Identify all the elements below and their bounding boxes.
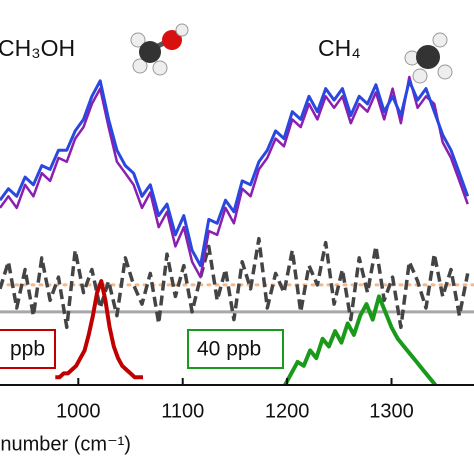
methanol-molecule [130,23,189,76]
x-tick-label: 1100 [161,400,204,422]
annotation: ppb [10,338,45,361]
annotation: 40 ppb [197,338,261,361]
series-line [0,79,470,268]
annotation: CH₃OH [0,35,75,61]
annotation: CH₄ [318,35,361,61]
x-tick-label: 1000 [56,400,101,422]
x-tick-label: 1300 [369,400,414,422]
annotation-box [187,329,284,369]
methane-molecule [404,32,453,84]
series-line [283,294,437,387]
series-line [55,279,143,380]
annotation-box [0,329,56,369]
series-line [0,236,470,330]
x-axis-label: Wavenumber (cm⁻¹) [0,433,131,455]
x-tick-label: 1200 [265,400,310,422]
